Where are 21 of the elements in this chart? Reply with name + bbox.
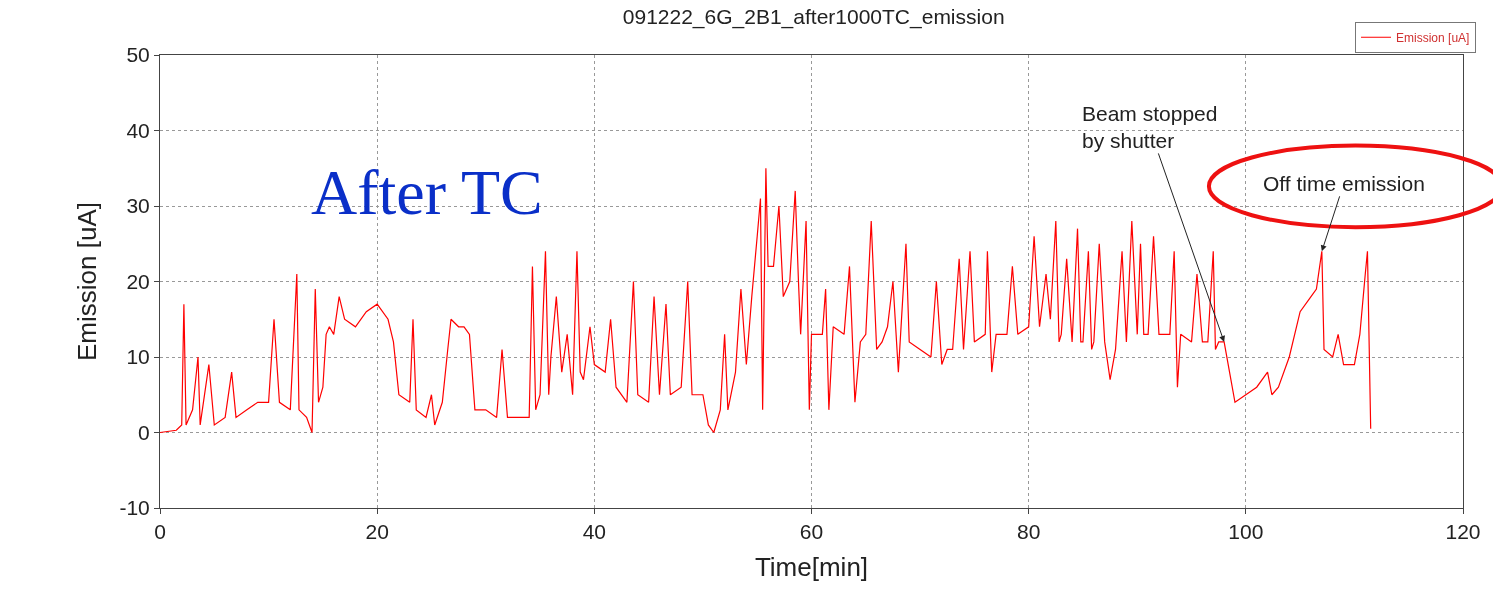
x-tick-label: 0 <box>154 520 166 544</box>
x-tick-label: 120 <box>1445 520 1481 544</box>
x-axis-title: Time[min] <box>754 551 869 582</box>
x-tick-label: 100 <box>1228 520 1264 544</box>
y-tick-label: 20 <box>126 269 150 293</box>
y-axis-title: Emission [uA] <box>71 202 102 361</box>
annotation: After TC <box>311 157 543 228</box>
legend-label: Emission [uA] <box>1396 30 1470 45</box>
x-tick-label: 40 <box>582 520 607 544</box>
y-tick-label: 30 <box>126 194 150 218</box>
y-tick-label: 10 <box>126 345 150 369</box>
chart-title: 091222_6G_2B1_after1000TC_emission <box>622 4 1005 29</box>
y-tick-label: -10 <box>119 496 150 520</box>
y-tick-label: 0 <box>138 420 150 444</box>
annotation: Off time emission <box>1263 172 1425 195</box>
x-tick-label: 20 <box>365 520 389 544</box>
x-tick-label: 60 <box>799 520 824 544</box>
annotation: Beam stopped by shutter <box>1082 102 1218 153</box>
x-tick-label: 80 <box>1016 520 1041 544</box>
y-tick-label: 50 <box>126 43 150 67</box>
y-tick-label: 40 <box>126 118 150 142</box>
